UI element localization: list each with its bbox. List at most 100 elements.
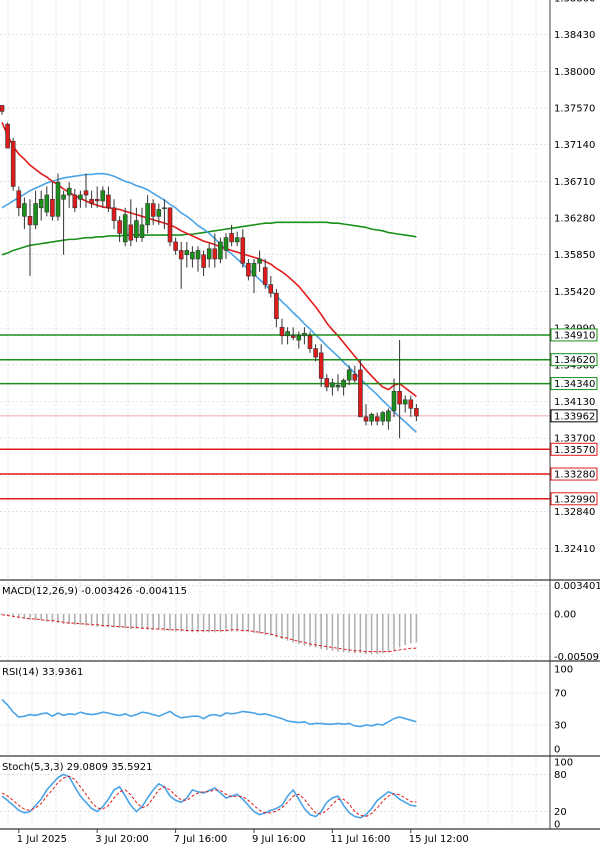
candle-body [94,198,100,202]
level-label: 1.33280 [554,470,595,481]
x-tick-label: 3 Jul 20:00 [95,834,149,845]
candle-body [206,248,212,260]
y-tick-label: 1.34130 [554,397,595,408]
candle-body [234,237,240,243]
candle-body [38,198,44,209]
candle-body [72,194,78,209]
candle-body [374,416,380,422]
y-tick-label: 1.35850 [554,250,595,261]
level-label: 1.34620 [554,355,595,366]
candle-body [212,248,218,260]
candle-body [22,203,27,217]
candle-body [195,250,201,260]
candle-body [0,105,5,112]
x-tick-label: 1 Jul 2025 [17,834,67,845]
y-tick-label: 1.32840 [554,507,595,518]
candle-body [150,203,156,217]
candle-body [346,369,352,381]
candle-body [290,335,296,338]
candle-body [285,331,290,337]
candle-body [5,123,10,149]
level-label-box [550,353,598,367]
candle-body [380,412,386,422]
stoch-y-tick-label: 0 [554,820,560,831]
rsi-y-tick-label: 70 [554,689,567,700]
x-tick-label: 7 Jul 16:00 [174,834,228,845]
candle-body [117,220,122,234]
candle-body [122,214,128,243]
y-tick-label: 1.37140 [554,140,595,151]
candle-body [223,237,229,251]
x-tick-label: 11 Jul 16:00 [330,834,390,845]
y-tick-label: 1.36280 [554,214,595,225]
candle-body [100,190,106,202]
candle-body [268,284,274,294]
candle-body [274,292,279,320]
candle-body [313,348,318,358]
candle-body [246,262,251,277]
level-label: 1.33570 [554,445,595,456]
candle-body [363,416,369,422]
candle-body [184,250,190,256]
candle-body [156,209,162,217]
candle-body [324,378,330,388]
candle-body [33,203,38,226]
candle-body [369,414,374,422]
candle-body [358,369,363,418]
candle-body [229,233,234,243]
candle-body [201,254,206,268]
candle-body [386,410,391,422]
stoch-d-line [1,775,417,818]
candle-body [240,237,246,264]
candle-body [78,194,83,200]
x-tick-label: 15 Jul 12:00 [409,834,469,845]
candle-body [330,382,335,388]
y-tick-label: 1.38000 [554,67,595,78]
y-tick-label: 1.33700 [554,434,595,445]
ma-mid-line [1,172,417,433]
candle-body [16,190,22,209]
candle-body [414,408,419,417]
candle-body [83,190,89,196]
level-label-box [550,328,598,342]
candle-body [162,207,167,210]
stoch-k-line [1,773,417,819]
macd-y-tick-label: 0.003401 [554,581,600,592]
y-tick-label: 1.38430 [554,30,595,41]
candle-body [318,352,324,379]
candle-body [44,194,50,213]
candle-body [167,207,173,243]
y-tick-label: 1.35420 [554,287,595,298]
current-price-box [550,409,598,423]
stoch-y-tick-label: 20 [554,807,567,818]
candle-body [128,224,134,241]
candle-body [408,399,414,409]
macd-y-tick-label: -0.005097 [554,652,600,663]
candle-body [335,384,341,388]
candle-body [89,198,94,204]
candle-body [134,220,139,238]
candle-body [61,194,66,200]
candle-body [391,390,397,412]
candle-body [218,241,223,260]
macd-label: MACD(12,26,9) -0.003426 -0.004115 [2,586,187,597]
rsi-line [1,698,417,728]
stoch-label: Stoch(5,3,3) 29.0809 35.5921 [2,762,153,773]
level-label: 1.34910 [554,330,595,341]
candle-body [307,335,313,349]
y-tick-label: 1.32410 [554,544,595,555]
candle-body [66,187,72,196]
rsi-y-tick-label: 30 [554,721,567,732]
candle-body [106,194,111,209]
rsi-y-tick-label: 0 [554,745,560,756]
candle-body [190,251,195,260]
y-tick-label: 1.38860 [554,0,595,4]
candle-body [145,203,150,226]
candle-body [27,216,33,226]
candle-body [402,399,408,405]
level-label-box [550,492,598,506]
macd-y-tick-label: 0.00 [554,609,576,620]
stoch-y-tick-label: 100 [554,758,573,769]
y-tick-label: 1.36710 [554,177,595,188]
